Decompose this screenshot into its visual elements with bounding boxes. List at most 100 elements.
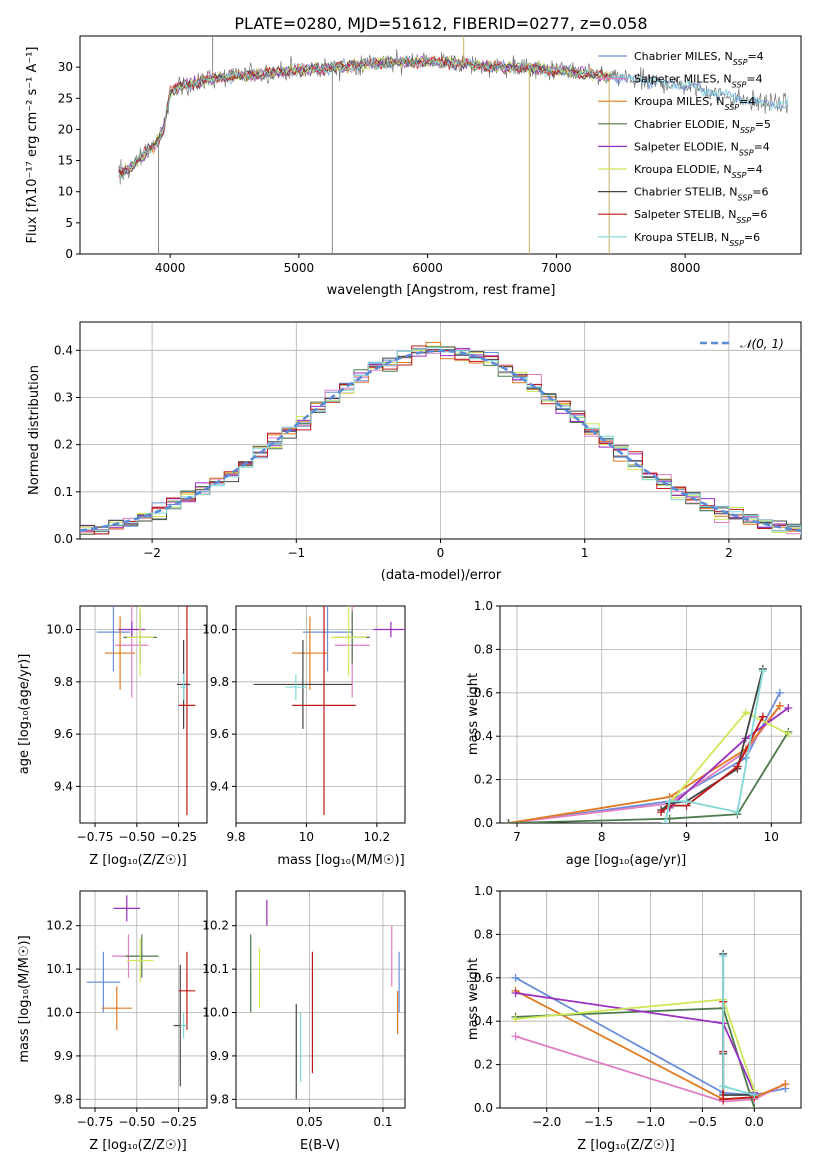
errorbar-kroupa-miles [105, 616, 136, 690]
y-tick-label: 0.6 [474, 686, 493, 700]
y-tick-label: 0.4 [474, 729, 493, 743]
x-tick-label: 9 [683, 830, 691, 844]
y-tick-label: 0.4 [54, 343, 73, 357]
point-marker [750, 1090, 759, 1099]
y-axis-label: mass weight [466, 673, 481, 755]
lines-group [504, 664, 793, 823]
y-tick-label: 0.0 [474, 1101, 493, 1115]
legend-entry-label: Salpeter MILES, N [634, 73, 732, 86]
x-tick-label: −0.50 [118, 830, 155, 844]
y-tick-label: 10.0 [46, 1006, 73, 1020]
axes-1: 4000 5000 6000 7000 8000 0 5 10 15 20 25 30 waveleng… [25, 35, 802, 298]
x-tick-label: −2 [143, 546, 161, 560]
x-tick-label: 0.05 [296, 1115, 323, 1129]
legend-entry-subscript: SSP [738, 193, 753, 202]
x-tick-label: 10.2 [363, 830, 390, 844]
legend-entry-subscript: SSP [733, 58, 748, 67]
model-spectrum-chabrier-stelib [118, 55, 611, 175]
legend-entry: Salpeter MILES, NSSP=4 [634, 73, 763, 90]
errorbars-group [253, 606, 405, 816]
errorbar-kroupa-elodie [126, 606, 154, 677]
x-tick-label: 0.0 [745, 1115, 764, 1129]
point-marker [733, 762, 742, 771]
x-tick-label: −0.50 [118, 1115, 155, 1129]
legend-entry-subscript: SSP [740, 125, 755, 134]
y-tick-label: 9.4 [210, 779, 229, 793]
point-marker [781, 1080, 790, 1089]
y-tick-label: 10.1 [202, 962, 229, 976]
y-tick-label: 0.2 [54, 438, 73, 452]
legend-entry-count: =4 [747, 50, 763, 63]
x-tick-label: −0.75 [77, 1115, 114, 1129]
x-axis-label: mass [log₁₀(M/M☉)] [277, 853, 404, 868]
errorbar-chabrier-miles [302, 606, 353, 672]
errorbar-kroupa-miles [292, 616, 328, 690]
spectra-group [118, 36, 789, 254]
axes-7: 0.05 0.1 9.8 9.9 10.0 10.1 10.2 E(B-V) [202, 890, 406, 1153]
x-tick-label: 0 [437, 546, 445, 560]
point-marker [775, 688, 784, 697]
point-marker [657, 808, 666, 817]
x-tick-label: −1.0 [636, 1115, 665, 1129]
x-tick-label: −0.5 [688, 1115, 717, 1129]
errorbar-kroupa-stelib [180, 673, 187, 701]
x-axis-label: age [log₁₀(age/yr)] [566, 853, 687, 868]
errorbar-salpeter-stelib [292, 606, 356, 816]
point-marker [733, 808, 742, 817]
x-axis-label: Z [log₁₀(Z/Z☉)] [577, 1138, 674, 1153]
y-tick-label: 20 [58, 122, 73, 136]
y-tick-label: 10.2 [46, 919, 73, 933]
line-salpeter-miles [515, 1035, 786, 1103]
axes-frame [235, 605, 406, 824]
x-tick-label: −0.25 [160, 1115, 197, 1129]
legend-entry-label: Chabrier ELODIE, N [634, 118, 740, 131]
x-tick-label: 0.1 [373, 1115, 392, 1129]
x-tick-label: −2.0 [532, 1115, 561, 1129]
legend-entry: Chabrier STELIB, NSSP=6 [634, 186, 768, 203]
errorbar-salpeter-elodie [373, 621, 405, 638]
point-marker [719, 1095, 728, 1104]
legend-entry: Chabrier MILES, NSSP=4 [634, 50, 764, 67]
y-axis-label: mass [log₁₀(M/M☉)] [17, 935, 32, 1062]
line-salpeter-stelib [722, 1001, 755, 1101]
y-axis-label: age [log₁₀(age/yr)] [17, 654, 32, 775]
legend-entry-label: Kroupa MILES, N [634, 95, 724, 108]
y-tick-label: 0.8 [474, 927, 493, 941]
errorbar-chabrier-elodie [125, 934, 159, 978]
x-tick-label: −0.25 [160, 830, 197, 844]
x-tick-label: 10 [299, 830, 314, 844]
lines-group [511, 949, 790, 1108]
errorbars-group [250, 899, 400, 1100]
y-tick-label: 9.8 [54, 675, 73, 689]
x-tick-label: −1 [287, 546, 305, 560]
legend-entry-count: =5 [755, 118, 771, 131]
x-tick-label: −1.5 [584, 1115, 613, 1129]
model-spectrum-kroupa-miles [118, 54, 611, 177]
errorbar-chabrier-miles [96, 606, 131, 672]
line-kroupa-elodie [668, 711, 789, 805]
x-tick-label: 9.8 [226, 830, 245, 844]
x-tick-label: 8 [598, 830, 606, 844]
legend-entry-label: Kroupa STELIB, N [634, 231, 729, 244]
legend-entry-count: =4 [739, 95, 755, 108]
y-tick-label: 10.1 [46, 962, 73, 976]
y-tick-label: 15 [58, 154, 73, 168]
y-tick-label: 5 [65, 216, 73, 230]
legend-entry-label: Kroupa ELODIE, N [634, 163, 732, 176]
point-marker [784, 730, 793, 739]
axes-frame [79, 605, 208, 824]
legend-entry-label: Salpeter STELIB, N [634, 208, 736, 221]
line-chabrier-elodie [508, 731, 790, 823]
y-tick-label: 10.0 [202, 1006, 229, 1020]
x-tick-label: 5000 [284, 261, 315, 275]
point-marker [741, 708, 750, 717]
legend-entry-subscript: SSP [732, 171, 747, 180]
legend-entry-count: =4 [746, 73, 762, 86]
x-tick-label: 6000 [412, 261, 443, 275]
y-tick-label: 10 [58, 185, 73, 199]
legend-entry-count: =6 [744, 231, 760, 244]
point-marker [719, 952, 728, 961]
point-marker [511, 1032, 520, 1041]
y-tick-label: 10.0 [202, 623, 229, 637]
y-tick-label: 0.4 [474, 1014, 493, 1028]
